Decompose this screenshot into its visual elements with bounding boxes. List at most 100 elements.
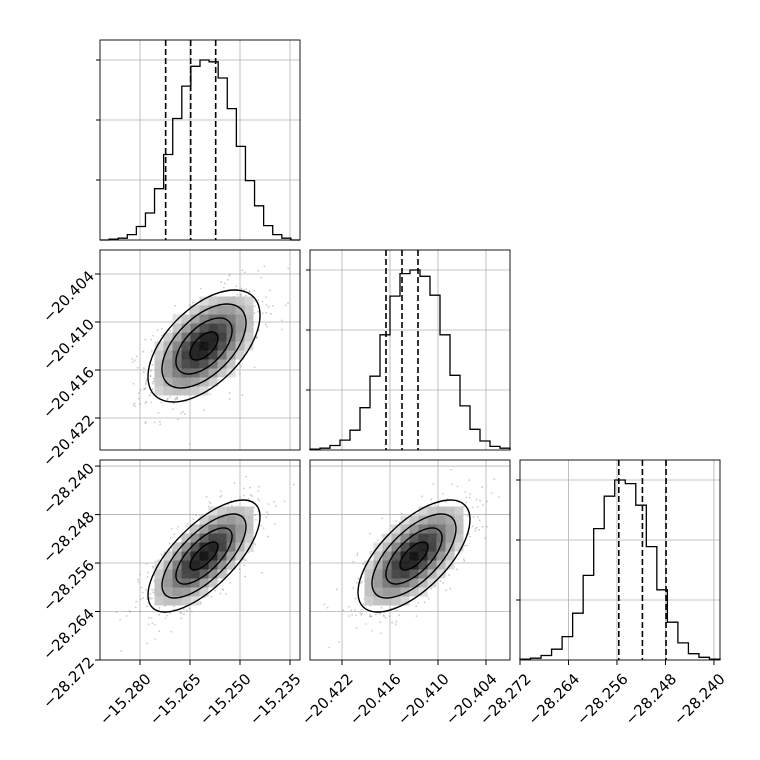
scatter-panel-2-1-density-cell (418, 524, 428, 534)
scatter-panel-1-0-density-cell (235, 350, 245, 360)
scatter-panel-2-0-density-cell (226, 533, 236, 543)
scatter-panel-2-1-point-99 (356, 552, 359, 555)
scatter-panel-2-0-point-814 (226, 573, 229, 575)
scatter-panel-2-1-density-cell (409, 533, 419, 543)
scatter-panel-2-1-point-629 (484, 537, 486, 539)
scatter-panel-2-0-point-752 (177, 525, 179, 528)
scatter-panel-1-0-density-cell (190, 350, 200, 360)
scatter-panel-2-1-point-369 (456, 568, 458, 571)
scatter-panel-1-0-point-221 (228, 274, 231, 277)
scatter-panel-2-1-density-cell (391, 569, 401, 579)
scatter-panel-1-0-point-215 (159, 423, 162, 426)
scatter-panel-1-0-point-333 (144, 388, 147, 391)
scatter-panel-1-0-density-cell (163, 377, 173, 387)
scatter-panel-1-0-point-743 (153, 421, 156, 424)
scatter-panel-2-0-density-cell (172, 578, 182, 588)
scatter-panel-1-0-density-cell (217, 296, 227, 306)
scatter-panel-2-0-point-79 (115, 611, 118, 614)
scatter-panel-1-0-point-74 (152, 382, 154, 385)
scatter-panel-2-0-point-647 (219, 495, 222, 498)
scatter-panel-2-0-point-23 (139, 573, 141, 576)
scatter-panel-1-0-point-349 (269, 289, 271, 292)
scatter-panel-2-1-point-645 (423, 601, 426, 604)
scatter-panel-2-0-density-cell (217, 533, 227, 543)
scatter-panel-2-1-point-188 (415, 615, 418, 617)
scatter-panel-2-1-density-cell (427, 524, 437, 534)
scatter-panel-2-1-point-788 (469, 493, 471, 495)
scatter-panel-2-1-density-cell (427, 542, 437, 552)
scatter-panel-2-1-point-133 (493, 478, 496, 480)
ytick-label-1-0: −20.422 (39, 411, 98, 470)
scatter-panel-2-1-density-cell (436, 506, 446, 516)
scatter-panel-1-0-density-cell (199, 359, 209, 369)
scatter-panel-2-1-point-497 (471, 506, 474, 509)
scatter-panel-2-0-density-cell (226, 560, 236, 570)
scatter-panel-2-1-point-785 (427, 597, 430, 600)
scatter-panel-1-0-density-cell (154, 377, 164, 387)
scatter-panel-1-0-point-382 (228, 398, 231, 400)
scatter-panel-2-1-density-cell (364, 596, 374, 606)
scatter-panel-2-0-point-893 (217, 579, 220, 582)
scatter-panel-1-0-density-cell (190, 332, 200, 342)
scatter-panel-1-0-point-781 (227, 278, 229, 281)
scatter-panel-1-0-point-298 (261, 312, 264, 314)
ytick-label-2-2: −28.256 (39, 556, 98, 615)
scatter-panel-2-0-point-760 (183, 608, 185, 611)
scatter-panel-2-0-point-846 (160, 553, 163, 556)
scatter-panel-1-0-point-452 (174, 398, 176, 401)
scatter-panel-2-0-point-569 (261, 572, 263, 574)
scatter-panel-2-1-density-cell (436, 515, 446, 525)
scatter-panel-2-0-density-cell (208, 524, 218, 534)
scatter-panel-2-1-point-751 (342, 609, 345, 612)
scatter-panel-2-1-density-cell (445, 542, 455, 552)
scatter-panel-2-0-density-cell (226, 542, 236, 552)
scatter-panel-2-0-density-cell (181, 551, 191, 561)
scatter-panel-2-0-density-cell (217, 506, 227, 516)
scatter-panel-1-0-density-cell (172, 323, 182, 333)
scatter-panel-1-0-density-cell (199, 368, 209, 378)
scatter-panel-2-1-point-389 (347, 605, 350, 608)
ytick-label-1-3: −20.404 (39, 267, 98, 326)
scatter-panel-1-0-density-cell (235, 323, 245, 333)
scatter-panel-2-1-density-cell (436, 542, 446, 552)
scatter-panel-2-0-point-56 (265, 516, 267, 518)
scatter-panel-1-0-point-343 (166, 398, 169, 401)
scatter-panel-2-0-point-12 (183, 613, 185, 616)
scatter-panel-2-1-density-cell (400, 578, 410, 588)
scatter-panel-2-0-contour-1 (175, 527, 233, 585)
scatter-panel-2-1-point-356 (442, 582, 445, 584)
scatter-panel-2-1-density-cell (427, 506, 437, 516)
scatter-panel-1-0-density-cell (163, 341, 173, 351)
scatter-panel-1-0-point-426 (139, 389, 142, 391)
scatter-panel-2-1-density-cell (391, 587, 401, 597)
scatter-panel-2-1-density-cell (427, 578, 437, 588)
scatter-panel-1-0-point-536 (152, 377, 155, 380)
scatter-panel-1-0-density-cell (244, 332, 254, 342)
scatter-panel-2-0-point-173 (134, 606, 137, 609)
scatter-panel-2-0-point-862 (145, 588, 148, 591)
scatter-panel-1-0-density-cell (172, 386, 182, 396)
scatter-panel-2-1-density-cell (418, 506, 428, 516)
scatter-panel-2-1-density-cell (418, 551, 428, 561)
scatter-panel-1-0-density-cell (154, 368, 164, 378)
scatter-panel-2-0-contour-2 (161, 513, 247, 599)
scatter-panel-2-1-density-cell (418, 515, 428, 525)
scatter-panel-2-0-density-cell (199, 542, 209, 552)
scatter-panel-2-1-point-132 (395, 609, 398, 612)
scatter-panel-1-0-point-753 (144, 422, 147, 425)
scatter-panel-2-1-point-408 (439, 580, 442, 583)
scatter-panel-1-0-point-373 (236, 293, 239, 296)
scatter-panel-2-0-point-617 (158, 607, 161, 609)
hist-step-1 (309, 269, 511, 450)
scatter-panel-2-1-density-cell (373, 551, 383, 561)
scatter-panel-2-0-density-cell (217, 524, 227, 534)
scatter-panel-1-0-point-352 (245, 350, 247, 353)
scatter-panel-2-1-point-876 (421, 495, 424, 498)
scatter-panel-1-0-density-cell (181, 377, 191, 387)
scatter-panel-1-0-density-cell (172, 341, 182, 351)
scatter-panel-1-0-density-cell (226, 314, 236, 324)
scatter-panel-2-0-density-cell (172, 587, 182, 597)
scatter-panel-2-1-point-505 (323, 603, 326, 606)
scatter-panel-2-0-density-cell (208, 506, 218, 516)
scatter-panel-1-0-density-cell (181, 359, 191, 369)
